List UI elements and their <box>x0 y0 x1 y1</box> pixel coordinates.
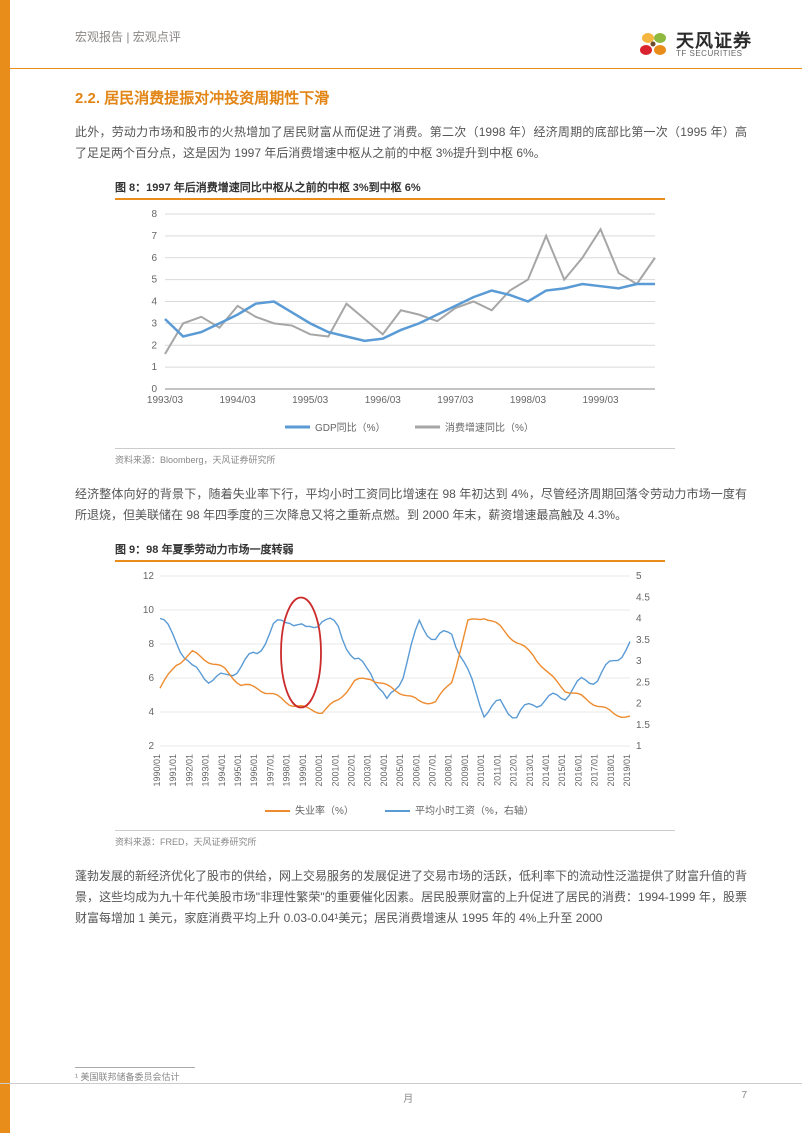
logo-name-en: TF SECURITIES <box>676 50 752 58</box>
chart-8-svg: 0 1 2 3 4 5 6 7 8 1993/03 1994/03 1995/03 1996/03 199… <box>115 204 675 439</box>
svg-text:消费增速同比（%）: 消费增速同比（%） <box>445 421 534 434</box>
section-title: 2.2. 居民消费提振对冲投资周期性下滑 <box>75 87 747 108</box>
chart-9-svg: 2 4 6 8 10 12 1 1.5 2 2.5 3 3.5 4 4.5 5 1990/01 1991/01 1… <box>115 566 675 821</box>
svg-text:1994/01: 1994/01 <box>217 754 227 787</box>
figure-9-title: 图 9：98 年夏季劳动力市场一度转弱 <box>115 541 665 562</box>
svg-text:10: 10 <box>143 605 155 616</box>
svg-text:2002/01: 2002/01 <box>346 754 356 787</box>
svg-text:4.5: 4.5 <box>636 592 650 603</box>
page-number: 7 <box>741 1090 747 1105</box>
svg-text:2000/01: 2000/01 <box>314 754 324 787</box>
svg-text:1995/01: 1995/01 <box>233 754 243 787</box>
svg-text:7: 7 <box>151 231 157 242</box>
svg-text:2006/01: 2006/01 <box>411 754 421 787</box>
svg-text:5: 5 <box>151 275 157 286</box>
svg-text:2004/01: 2004/01 <box>379 754 389 787</box>
svg-text:1990/01: 1990/01 <box>152 754 162 787</box>
svg-text:1: 1 <box>636 741 642 752</box>
paragraph-3: 蓬勃发展的新经济优化了股市的供给，网上交易服务的发展促进了交易市场的活跃，低利率… <box>75 866 747 929</box>
svg-text:2.5: 2.5 <box>636 677 650 688</box>
svg-text:2016/01: 2016/01 <box>573 754 583 787</box>
logo-name-cn: 天风证券 <box>676 32 752 50</box>
figure-8-title: 图 8：1997 年后消费增速同比中枢从之前的中枢 3%到中枢 6% <box>115 179 665 200</box>
svg-text:2007/01: 2007/01 <box>428 754 438 787</box>
svg-text:2013/01: 2013/01 <box>525 754 535 787</box>
svg-text:2008/01: 2008/01 <box>444 754 454 787</box>
paragraph-1: 此外，劳动力市场和股市的火热增加了居民财富从而促进了消费。第二次（1998 年）… <box>75 122 747 164</box>
svg-text:2018/01: 2018/01 <box>606 754 616 787</box>
figure-8-source: 资料来源：Bloomberg，天风证券研究所 <box>115 448 675 466</box>
svg-text:1993/01: 1993/01 <box>201 754 211 787</box>
paragraph-2: 经济整体向好的背景下，随着失业率下行，平均小时工资同比增速在 98 年初达到 4… <box>75 484 747 526</box>
svg-text:1999/01: 1999/01 <box>298 754 308 787</box>
svg-text:8: 8 <box>151 209 157 220</box>
svg-text:2010/01: 2010/01 <box>476 754 486 787</box>
svg-text:12: 12 <box>143 571 155 582</box>
svg-text:4: 4 <box>151 297 157 308</box>
svg-text:2019/01: 2019/01 <box>622 754 632 787</box>
svg-text:5: 5 <box>636 571 642 582</box>
content-area: 2.2. 居民消费提振对冲投资周期性下滑 此外，劳动力市场和股市的火热增加了居民… <box>0 87 802 929</box>
svg-text:1: 1 <box>151 362 157 373</box>
svg-text:1997/03: 1997/03 <box>437 395 474 406</box>
svg-text:1995/03: 1995/03 <box>292 395 329 406</box>
svg-text:2005/01: 2005/01 <box>395 754 405 787</box>
svg-text:3: 3 <box>151 318 157 329</box>
breadcrumb: 宏观报告 | 宏观点评 <box>75 28 181 45</box>
svg-text:1999/03: 1999/03 <box>582 395 619 406</box>
svg-text:GDP同比（%）: GDP同比（%） <box>315 422 386 434</box>
svg-text:1993/03: 1993/03 <box>147 395 184 406</box>
figure-8-chart: 0 1 2 3 4 5 6 7 8 1993/03 1994/03 1995/03 1996/03 199… <box>115 204 675 444</box>
svg-text:0: 0 <box>151 384 157 395</box>
section-number: 2.2. <box>75 90 100 107</box>
svg-text:8: 8 <box>148 639 154 650</box>
svg-text:6: 6 <box>151 253 157 264</box>
svg-text:1997/01: 1997/01 <box>265 754 275 787</box>
svg-text:1992/01: 1992/01 <box>184 754 194 787</box>
svg-text:1996/01: 1996/01 <box>249 754 259 787</box>
svg-text:1996/03: 1996/03 <box>365 395 402 406</box>
svg-text:1991/01: 1991/01 <box>168 754 178 787</box>
left-accent-bar <box>0 0 10 1133</box>
figure-9-source: 资料来源：FRED，天风证券研究所 <box>115 830 675 848</box>
svg-text:2014/01: 2014/01 <box>541 754 551 787</box>
svg-text:2012/01: 2012/01 <box>509 754 519 787</box>
svg-text:2015/01: 2015/01 <box>557 754 567 787</box>
svg-text:2: 2 <box>148 741 154 752</box>
svg-text:2: 2 <box>151 340 157 351</box>
footnote: ¹ 美国联邦储备委员会估计 <box>75 1067 195 1083</box>
footer-center: 月 <box>403 1090 413 1105</box>
svg-text:2017/01: 2017/01 <box>590 754 600 787</box>
svg-text:1998/01: 1998/01 <box>282 754 292 787</box>
report-page: 宏观报告 | 宏观点评 天风证券 TF SECURITIES 2.2. 居民消费… <box>0 0 802 1133</box>
company-logo: 天风证券 TF SECURITIES <box>636 28 752 62</box>
svg-text:1994/03: 1994/03 <box>220 395 257 406</box>
figure-9-chart: 2 4 6 8 10 12 1 1.5 2 2.5 3 3.5 4 4.5 5 1990/01 1991/01 1… <box>115 566 675 826</box>
svg-text:3.5: 3.5 <box>636 635 650 646</box>
svg-text:6: 6 <box>148 673 154 684</box>
svg-text:4: 4 <box>636 614 642 625</box>
svg-text:4: 4 <box>148 707 154 718</box>
svg-text:2001/01: 2001/01 <box>330 754 340 787</box>
svg-text:3: 3 <box>636 656 642 667</box>
svg-text:2011/01: 2011/01 <box>492 754 502 786</box>
page-footer: 月 7 <box>0 1083 802 1105</box>
svg-text:2009/01: 2009/01 <box>460 754 470 787</box>
svg-text:2: 2 <box>636 699 642 710</box>
svg-text:失业率（%）: 失业率（%） <box>295 804 354 817</box>
page-header: 宏观报告 | 宏观点评 天风证券 TF SECURITIES <box>0 0 802 69</box>
svg-text:2003/01: 2003/01 <box>363 754 373 787</box>
svg-text:1998/03: 1998/03 <box>510 395 547 406</box>
section-heading: 居民消费提振对冲投资周期性下滑 <box>104 90 329 107</box>
svg-text:平均小时工资（%，右轴）: 平均小时工资（%，右轴） <box>415 804 534 817</box>
logo-flower-icon <box>636 28 670 62</box>
logo-text: 天风证券 TF SECURITIES <box>676 32 752 58</box>
svg-text:1.5: 1.5 <box>636 720 650 731</box>
